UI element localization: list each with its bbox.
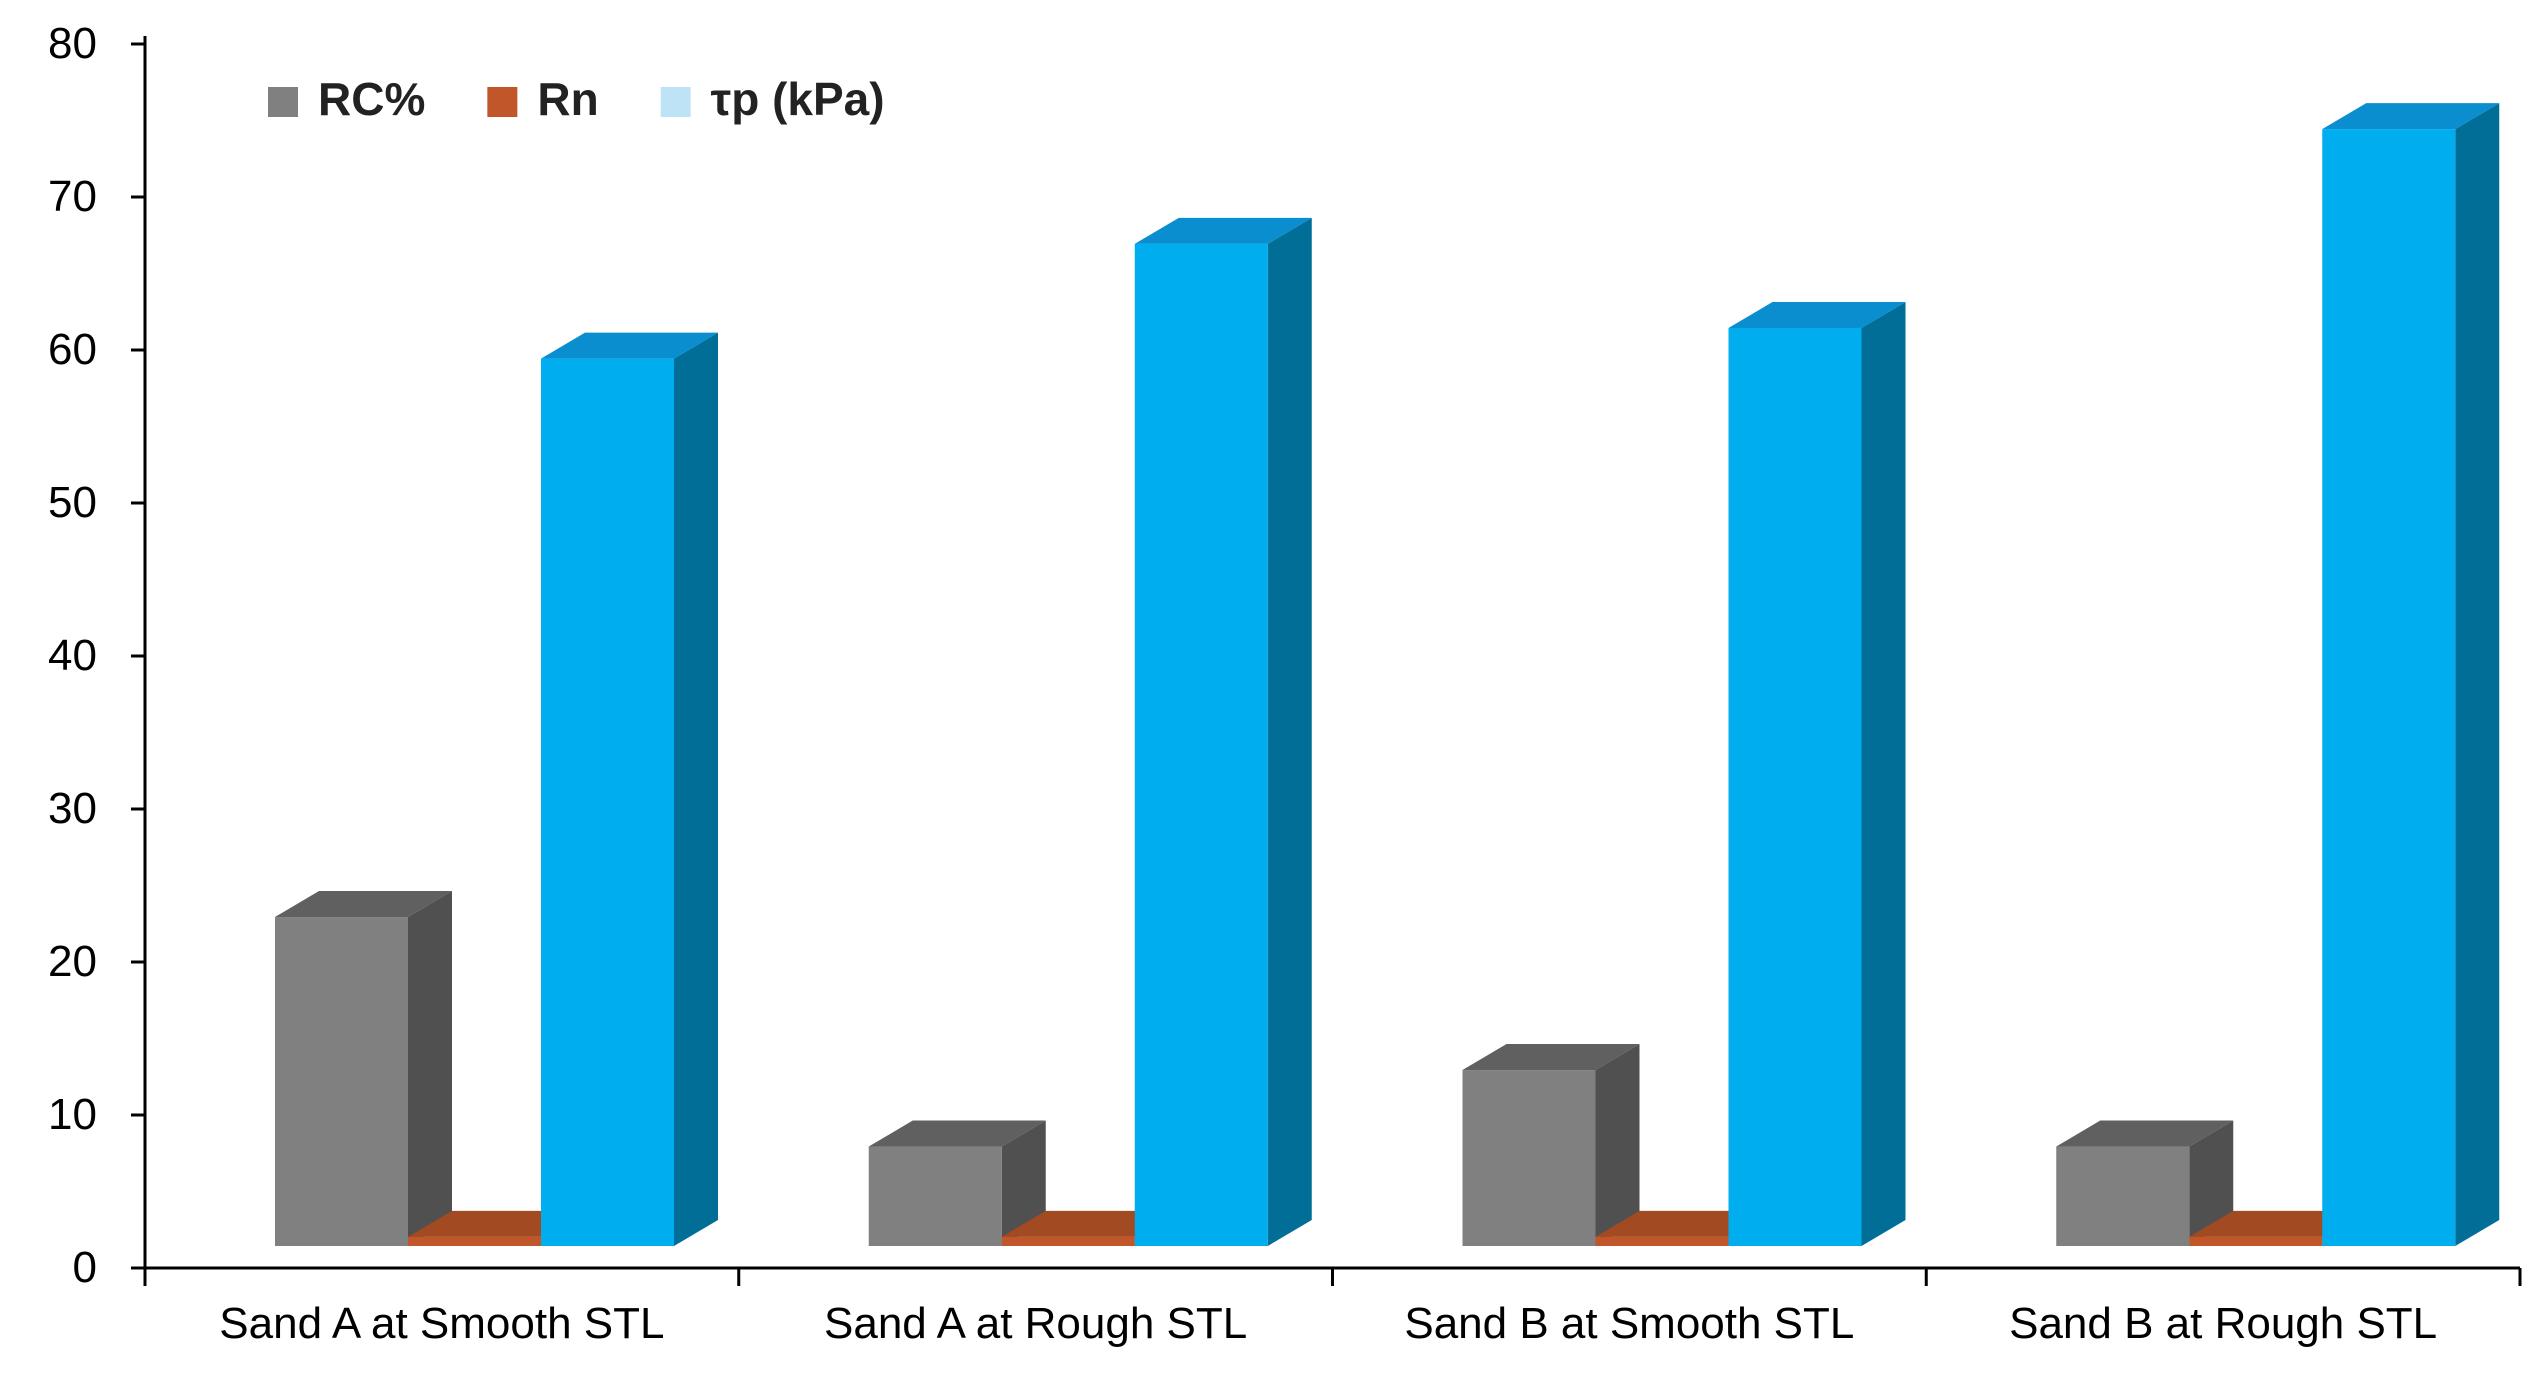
bar-rc-1 <box>275 891 452 1246</box>
bar-side <box>1595 1044 1640 1246</box>
bar-pkpa-4 <box>2322 103 2500 1247</box>
bar-front <box>408 1236 541 1246</box>
bar-front <box>1728 328 1862 1246</box>
y-tick-label: 70 <box>48 172 97 221</box>
bar-front <box>1462 1070 1596 1246</box>
x-tick-label: Sand B at Smooth STL <box>1404 1299 1854 1348</box>
y-tick-label: 60 <box>48 325 97 374</box>
bar-top <box>408 1210 585 1237</box>
bar-front <box>1134 243 1268 1247</box>
bar-top <box>1462 1044 1640 1071</box>
bar-front <box>2056 1146 2190 1246</box>
bar-top <box>2322 103 2500 130</box>
bar-front <box>541 358 674 1247</box>
bar-rc-4 <box>2056 1120 2234 1246</box>
bar-front <box>1595 1236 1729 1246</box>
bar-top <box>1134 217 1312 244</box>
bar-side <box>2189 1120 2234 1246</box>
bar-top <box>2189 1210 2367 1237</box>
bar-pkpa-1 <box>541 332 718 1247</box>
axes-layer: 0 10 20 30 40 50 60 70 80 Sand A at Smooth STL San… <box>48 19 2522 1348</box>
legend-item: Rn <box>487 73 599 125</box>
legend-item: τp (kPa) <box>660 73 885 125</box>
bars-layer <box>275 103 2500 1247</box>
y-tick-label: 20 <box>48 937 97 986</box>
bar-side <box>2455 103 2500 1247</box>
y-tick-label: 40 <box>48 631 97 680</box>
bar-top <box>1595 1210 1773 1237</box>
bar-rc-3 <box>1462 1044 1640 1246</box>
bar-top <box>1728 302 1906 328</box>
bar-side <box>1001 1120 1046 1246</box>
y-tick-label: 80 <box>48 19 97 68</box>
bar-front <box>868 1146 1002 1246</box>
legend-label: Rn <box>537 73 598 125</box>
bar-top <box>2056 1120 2234 1147</box>
bar-front <box>275 917 408 1246</box>
legend-label: τp (kPa) <box>711 73 885 125</box>
legend-swatch <box>487 87 518 117</box>
bar-top <box>1001 1210 1179 1237</box>
bar-side <box>674 332 718 1247</box>
y-tick-label: 30 <box>48 784 97 833</box>
legend-item: RC% <box>268 73 425 125</box>
bar-front <box>1001 1236 1135 1246</box>
y-tick-label: 10 <box>48 1090 97 1139</box>
legend-label: RC% <box>318 73 425 125</box>
bar-rc-2 <box>868 1120 1046 1246</box>
bar-side <box>1861 302 1906 1246</box>
bar-top <box>275 891 452 918</box>
bar-side <box>408 891 452 1246</box>
legend: RC% Rn τp (kPa) <box>268 73 885 125</box>
bar-front <box>2189 1236 2323 1246</box>
bar-top <box>868 1120 1046 1147</box>
bar-top <box>541 332 718 359</box>
legend-swatch <box>660 87 691 117</box>
bar-pkpa-2 <box>1134 217 1312 1247</box>
legend-swatch <box>268 87 298 117</box>
x-tick-label: Sand A at Rough STL <box>824 1299 1247 1348</box>
y-tick-label: 0 <box>73 1243 97 1292</box>
x-tick-label: Sand A at Smooth STL <box>219 1299 664 1348</box>
bar-front <box>2322 129 2456 1247</box>
bar-pkpa-3 <box>1728 302 1906 1246</box>
bar-side <box>1267 217 1312 1247</box>
y-tick-label: 50 <box>48 478 97 527</box>
x-tick-label: Sand B at Rough STL <box>2009 1299 2437 1348</box>
